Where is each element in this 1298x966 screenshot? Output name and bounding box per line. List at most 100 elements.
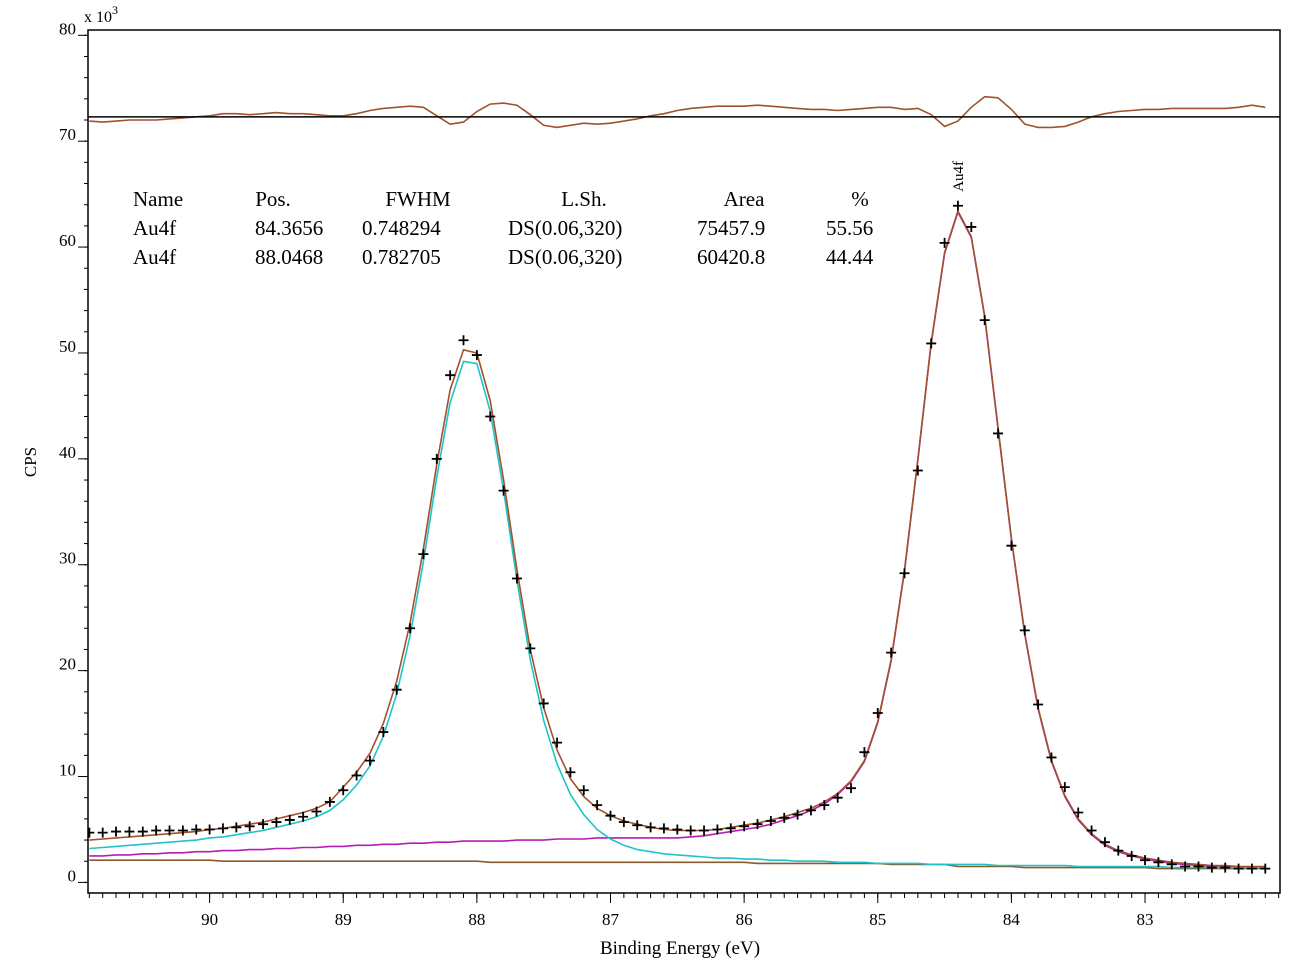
component-name: Au4f xyxy=(133,245,176,269)
data-point xyxy=(1126,850,1137,861)
data-point xyxy=(632,820,643,831)
data-point xyxy=(658,823,669,834)
curve xyxy=(89,95,1266,129)
data-point xyxy=(859,747,870,758)
y-tick-label: 80 xyxy=(59,19,76,38)
data-point xyxy=(578,785,589,796)
data-point xyxy=(231,822,242,833)
data-point xyxy=(191,824,202,835)
y-multiplier-exponent: 3 xyxy=(112,3,118,17)
table-cell: 55.56 xyxy=(826,216,873,240)
data-point xyxy=(364,755,375,766)
data-point xyxy=(792,809,803,820)
y-tick-label: 10 xyxy=(59,761,76,780)
data-point xyxy=(552,737,563,748)
y-tick-label: 40 xyxy=(59,443,76,462)
data-point xyxy=(511,573,522,584)
data-point xyxy=(418,549,429,560)
data-point xyxy=(431,453,442,464)
data-point xyxy=(324,796,335,807)
data-point xyxy=(605,810,616,821)
data-point xyxy=(1046,752,1057,763)
data-point xyxy=(525,643,536,654)
peak-label: Au4f xyxy=(951,161,967,192)
data-point xyxy=(712,824,723,835)
data-point xyxy=(111,826,122,837)
data-point xyxy=(832,792,843,803)
data-point xyxy=(177,825,188,836)
data-point xyxy=(311,806,322,817)
data-point xyxy=(204,824,215,835)
data-point xyxy=(952,200,963,211)
data-point xyxy=(779,812,790,823)
data-point xyxy=(1019,625,1030,636)
table-header: Name xyxy=(133,187,183,211)
y-tick-label: 0 xyxy=(68,866,77,885)
x-tick-label: 90 xyxy=(201,910,218,929)
data-point xyxy=(1033,699,1044,710)
y-tick-label: 20 xyxy=(59,655,76,674)
data-point xyxy=(244,821,255,832)
data-point xyxy=(805,805,816,816)
table-cell: 75457.9 xyxy=(697,216,765,240)
component-name: Au4f xyxy=(133,216,176,240)
data-point xyxy=(88,827,95,838)
data-point xyxy=(939,237,950,248)
data-point xyxy=(872,707,883,718)
table-header: Pos. xyxy=(255,187,291,211)
table-cell: 88.0468 xyxy=(255,245,323,269)
data-point xyxy=(1260,863,1271,874)
data-point xyxy=(1059,782,1070,793)
x-axis-title: Binding Energy (eV) xyxy=(600,938,760,959)
y-multiplier: x 103 xyxy=(84,3,118,26)
x-tick-label: 87 xyxy=(602,910,620,929)
data-point xyxy=(485,411,496,422)
x-tick-label: 85 xyxy=(869,910,886,929)
curve xyxy=(89,859,1266,870)
y-tick-label: 30 xyxy=(59,549,76,568)
data-point xyxy=(1006,540,1017,551)
data-point xyxy=(1073,807,1084,818)
data-point xyxy=(685,825,696,836)
data-point xyxy=(378,727,389,738)
curve xyxy=(89,360,1266,869)
data-point xyxy=(445,370,456,381)
plot-area xyxy=(88,95,1280,874)
data-point xyxy=(137,826,148,837)
table-cell: 44.44 xyxy=(826,245,874,269)
data-point xyxy=(271,817,282,828)
data-point xyxy=(351,770,362,781)
table-header: L.Sh. xyxy=(561,187,607,211)
data-point xyxy=(338,785,349,796)
x-tick-label: 88 xyxy=(468,910,485,929)
data-point xyxy=(819,800,830,811)
data-point xyxy=(284,814,295,825)
data-point xyxy=(1193,861,1204,872)
data-point xyxy=(1220,862,1231,873)
table-cell: 84.3656 xyxy=(255,216,323,240)
data-point xyxy=(471,350,482,361)
table-header: FWHM xyxy=(385,187,451,211)
table-header: % xyxy=(851,187,869,211)
data-point xyxy=(966,221,977,232)
table-header: Area xyxy=(724,187,765,211)
x-tick-label: 84 xyxy=(1003,910,1021,929)
data-point xyxy=(1140,855,1151,866)
data-point xyxy=(765,815,776,826)
data-point xyxy=(645,822,656,833)
data-point xyxy=(886,647,897,658)
data-point xyxy=(672,824,683,835)
data-point xyxy=(1180,861,1191,872)
data-point xyxy=(899,568,910,579)
x-tick-label: 83 xyxy=(1137,910,1154,929)
data-point xyxy=(124,826,135,837)
data-point xyxy=(752,819,763,830)
data-point xyxy=(739,821,750,832)
data-point xyxy=(498,485,509,496)
data-point xyxy=(164,825,175,836)
data-point xyxy=(565,767,576,778)
y-tick-label: 70 xyxy=(59,125,76,144)
data-point xyxy=(618,817,629,828)
data-point xyxy=(258,819,269,830)
